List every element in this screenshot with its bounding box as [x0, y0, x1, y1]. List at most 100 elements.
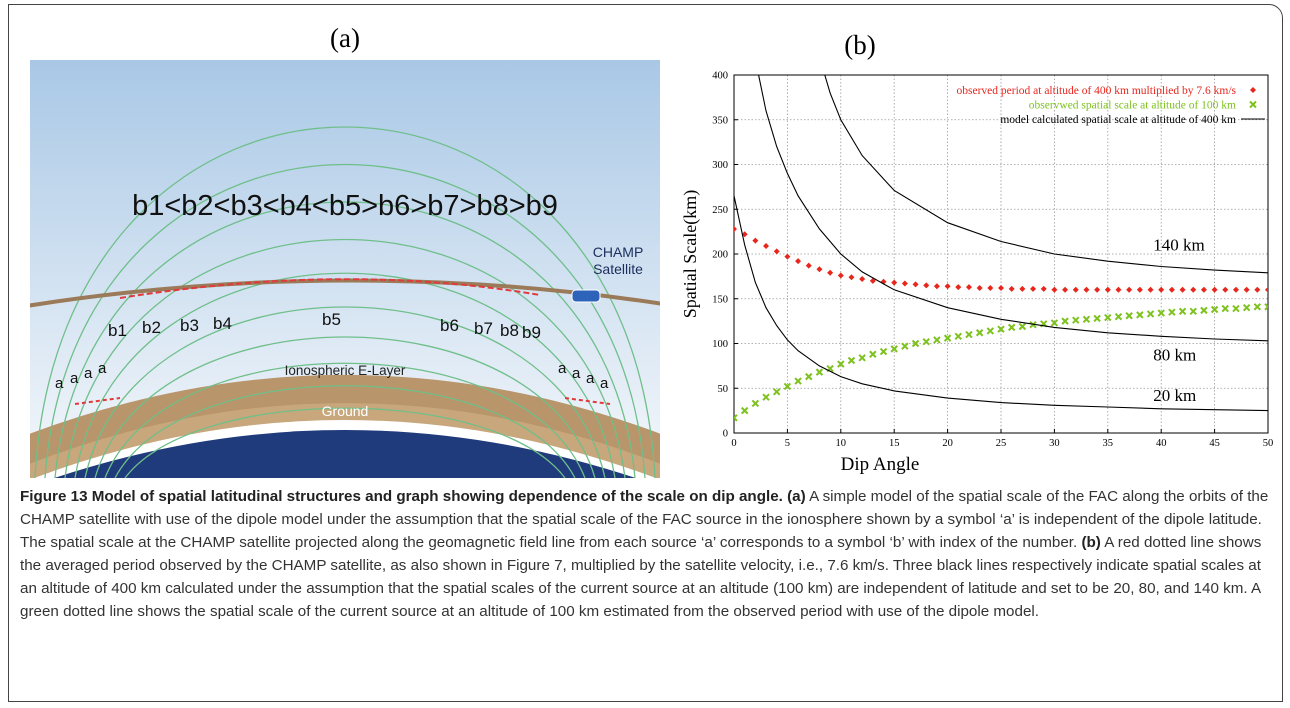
satellite: [571, 289, 601, 303]
point: [734, 225, 737, 232]
point: [1061, 317, 1069, 325]
legend-marker: [1250, 87, 1256, 93]
point: [1051, 286, 1058, 293]
point: [975, 329, 984, 337]
satellite-label: CHAMP: [593, 244, 644, 260]
point: [805, 372, 813, 381]
plot-frame: [733, 74, 1269, 434]
caption-b-text: A red dotted line shows the averaged per…: [20, 534, 1262, 620]
b-label: b1: [108, 321, 127, 340]
point: [1243, 286, 1250, 293]
b-label: b8: [500, 321, 519, 340]
point: [773, 388, 781, 396]
x-tick-label: 50: [1263, 438, 1274, 449]
x-tick-label: 45: [1209, 438, 1220, 449]
point: [1264, 303, 1268, 311]
point: [923, 282, 930, 289]
point: [954, 332, 962, 341]
legend-label: model calculated spatial scale at altitu…: [1000, 114, 1236, 126]
y-tick-label: 200: [712, 250, 728, 261]
x-tick-label: 40: [1156, 438, 1167, 449]
point: [740, 406, 749, 415]
point: [859, 276, 866, 283]
point: [1222, 286, 1229, 293]
a-label: a: [98, 360, 107, 377]
point: [943, 334, 952, 342]
figure: (a) b1<b2<b3<b4<b5>b6>b7>b8>b9 CHAMP Sat…: [30, 23, 1274, 478]
point: [1211, 286, 1218, 293]
point: [1040, 285, 1047, 292]
y-axis-label: Spatial Scale(km): [680, 190, 701, 318]
point: [805, 262, 812, 269]
line-label: 20 km: [1153, 386, 1196, 405]
b-label: b4: [213, 314, 232, 333]
caption: Figure 13 Model of spatial latitudinal s…: [20, 485, 1275, 623]
panel-label: (b): [844, 30, 875, 60]
point: [1125, 312, 1133, 320]
y-tick-label: 0: [723, 429, 728, 440]
b-label: b2: [142, 318, 161, 337]
point: [911, 339, 920, 348]
point: [1083, 286, 1090, 293]
point: [998, 285, 1004, 292]
plot-area: [734, 75, 1268, 422]
x-tick-label: 20: [942, 438, 953, 449]
point: [933, 336, 941, 344]
point: [783, 382, 792, 391]
point: [1126, 286, 1133, 293]
point: [1254, 286, 1261, 293]
point: [1200, 286, 1207, 293]
point: [827, 269, 834, 276]
point: [869, 350, 877, 358]
point: [1062, 286, 1069, 293]
point: [1093, 314, 1101, 323]
point: [944, 283, 951, 290]
point: [1072, 286, 1079, 293]
model-line: [734, 195, 1268, 412]
point: [965, 330, 973, 339]
point: [837, 272, 844, 279]
x-tick-label: 5: [785, 438, 790, 449]
y-tick-label: 350: [712, 115, 728, 126]
point: [1179, 286, 1186, 293]
relation: b1<b2<b3<b4<b5>b6>b7>b8>b9: [132, 190, 558, 222]
source-segment: [74, 397, 611, 405]
point: [1168, 308, 1176, 316]
point: [1019, 285, 1026, 292]
y-tick-label: 300: [712, 160, 728, 171]
point: [815, 368, 824, 376]
a-label: a: [586, 370, 595, 387]
x-tick-label: 25: [996, 438, 1007, 449]
ground-label: Ground: [322, 403, 369, 419]
point: [890, 345, 898, 353]
point: [1210, 305, 1219, 314]
x-tick-label: 10: [836, 438, 847, 449]
point: [751, 399, 760, 408]
legend-label: observwed spatial scale at altitude of 1…: [1029, 100, 1236, 112]
point: [1030, 285, 1037, 292]
a-label: a: [84, 365, 93, 382]
line-label: 140 km: [1153, 236, 1204, 255]
point: [1008, 285, 1015, 292]
point: [1094, 286, 1101, 293]
point: [987, 285, 994, 292]
point: [933, 283, 940, 290]
y-tick-label: 50: [718, 384, 729, 395]
caption-a-label: (a): [787, 488, 806, 505]
caption-b-label: (b): [1081, 534, 1101, 551]
point: [869, 277, 876, 284]
model-line: [758, 75, 1268, 342]
point: [847, 356, 856, 365]
caption-a-text: A simple model of the spatial scale of t…: [20, 488, 1269, 551]
point: [879, 347, 888, 356]
x-tick-label: 0: [731, 438, 736, 449]
point: [1136, 311, 1144, 319]
point: [901, 342, 909, 350]
legend-label: observed period at altitude of 400 km mu…: [957, 85, 1237, 97]
field-lines: [34, 126, 656, 478]
point: [816, 266, 823, 273]
point: [734, 414, 738, 422]
point: [752, 237, 759, 244]
point: [1018, 322, 1027, 331]
